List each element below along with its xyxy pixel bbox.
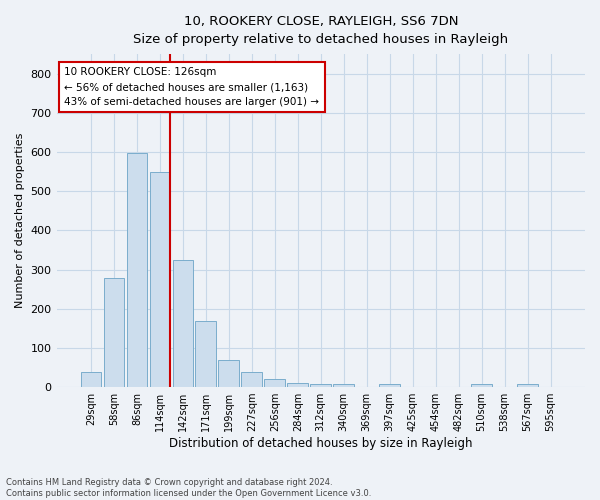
Bar — [472, 384, 492, 387]
Bar — [379, 384, 400, 387]
X-axis label: Distribution of detached houses by size in Rayleigh: Distribution of detached houses by size … — [169, 437, 473, 450]
Title: 10, ROOKERY CLOSE, RAYLEIGH, SS6 7DN
Size of property relative to detached house: 10, ROOKERY CLOSE, RAYLEIGH, SS6 7DN Siz… — [133, 15, 508, 46]
Bar — [218, 360, 239, 387]
Bar — [334, 384, 354, 387]
Bar — [241, 372, 262, 387]
Bar — [196, 322, 216, 387]
Bar — [287, 383, 308, 387]
Bar — [517, 384, 538, 387]
Bar — [127, 153, 147, 387]
Bar — [149, 172, 170, 387]
Bar — [104, 278, 124, 387]
Bar — [310, 384, 331, 387]
Bar — [80, 372, 101, 387]
Bar — [173, 260, 193, 387]
Y-axis label: Number of detached properties: Number of detached properties — [15, 133, 25, 308]
Text: 10 ROOKERY CLOSE: 126sqm
← 56% of detached houses are smaller (1,163)
43% of sem: 10 ROOKERY CLOSE: 126sqm ← 56% of detach… — [64, 68, 319, 107]
Bar — [265, 379, 285, 387]
Text: Contains HM Land Registry data © Crown copyright and database right 2024.
Contai: Contains HM Land Registry data © Crown c… — [6, 478, 371, 498]
